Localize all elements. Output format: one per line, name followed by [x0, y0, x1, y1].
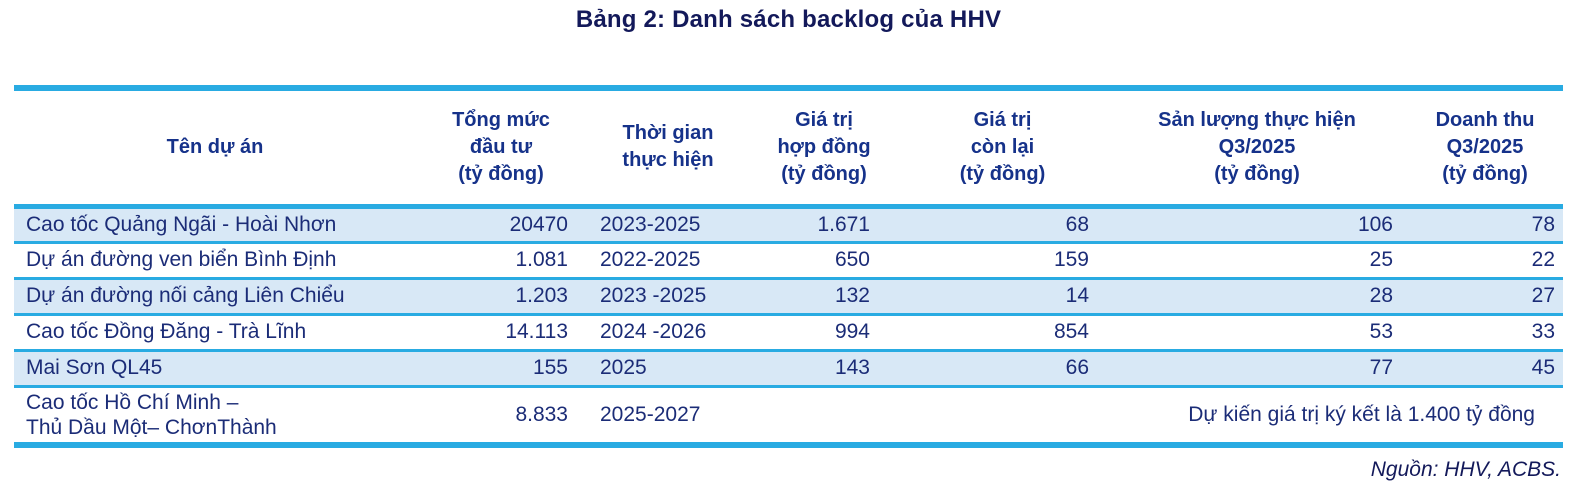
cell-project-name: Cao tốc Hồ Chí Minh – Thủ Dầu Một– ChơnT…: [26, 390, 277, 439]
cell-project-name: Cao tốc Quảng Ngãi - Hoài Nhơn: [14, 206, 416, 244]
column-header-remaining-value: Giá trị còn lại (tỷ đồng): [898, 88, 1107, 209]
table-row: Dự án đường ven biển Bình Định 1.081 202…: [14, 242, 1563, 280]
column-header-q3-revenue: Doanh thu Q3/2025 (tỷ đồng): [1407, 88, 1563, 209]
column-header-q3-output: Sản lượng thực hiện Q3/2025 (tỷ đồng): [1107, 88, 1407, 209]
cell-contract-value: 143: [750, 350, 898, 388]
cell-contract-value: 132: [750, 278, 898, 316]
cell-period: 2025: [586, 350, 750, 388]
table-row-last: Cao tốc Hồ Chí Minh – Thủ Dầu Một– ChơnT…: [14, 386, 1563, 445]
cell-contract-value: 1.671: [750, 206, 898, 244]
cell-investment: 14.113: [416, 314, 586, 352]
cell-expected-contract-note: Dự kiến giá trị ký kết là 1.400 tỷ đồng: [1188, 402, 1535, 426]
cell-remaining-value: 854: [898, 314, 1107, 352]
cell-investment: 20470: [416, 206, 586, 244]
cell-q3-output: 106: [1107, 206, 1407, 244]
cell-investment: 1.203: [416, 278, 586, 316]
table-row: Cao tốc Đồng Đăng - Trà Lĩnh 14.113 2024…: [14, 314, 1563, 352]
cell-q3-output: 25: [1107, 242, 1407, 280]
cell-q3-revenue: 22: [1407, 242, 1563, 280]
cell-q3-revenue: 27: [1407, 278, 1563, 316]
cell-remaining-value: 159: [898, 242, 1107, 280]
cell-period: 2023 -2025: [586, 278, 750, 316]
table-title: Bảng 2: Danh sách backlog của HHV: [575, 6, 1002, 33]
cell-investment: 8.833: [515, 402, 568, 426]
table-row: Cao tốc Quảng Ngãi - Hoài Nhơn 20470 202…: [14, 206, 1563, 244]
cell-period: 2022-2025: [586, 242, 750, 280]
cell-contract-value: 994: [750, 314, 898, 352]
column-header-project-name: Tên dự án: [14, 88, 416, 209]
column-header-contract-value: Giá trị hợp đồng (tỷ đồng): [750, 88, 898, 209]
cell-remaining-value: 68: [898, 206, 1107, 244]
cell-project-name: Dự án đường nối cảng Liên Chiểu: [14, 278, 416, 316]
cell-period: 2024 -2026: [586, 314, 750, 352]
cell-q3-revenue: 78: [1407, 206, 1563, 244]
cell-investment: 155: [416, 350, 586, 388]
cell-period: 2023-2025: [586, 206, 750, 244]
cell-q3-revenue: 33: [1407, 314, 1563, 352]
column-header-total-investment: Tổng mức đầu tư (tỷ đồng): [416, 88, 586, 209]
cell-q3-output: 53: [1107, 314, 1407, 352]
cell-remaining-value: 66: [898, 350, 1107, 388]
cell-q3-revenue: 45: [1407, 350, 1563, 388]
cell-contract-value: 650: [750, 242, 898, 280]
table-header-row: Tên dự án Tổng mức đầu tư (tỷ đồng) Thời…: [14, 88, 1563, 209]
table-row: Mai Sơn QL45 155 2025 143 66 77 45: [14, 350, 1563, 388]
cell-period: 2025-2027: [600, 402, 701, 426]
column-header-implementation-period: Thời gian thực hiện: [586, 88, 750, 209]
table-row: Dự án đường nối cảng Liên Chiểu 1.203 20…: [14, 278, 1563, 316]
cell-project-name: Mai Sơn QL45: [14, 350, 416, 388]
cell-q3-output: 28: [1107, 278, 1407, 316]
backlog-table: Tên dự án Tổng mức đầu tư (tỷ đồng) Thời…: [14, 85, 1563, 448]
cell-q3-output: 77: [1107, 350, 1407, 388]
cell-project-name: Cao tốc Đồng Đăng - Trà Lĩnh: [14, 314, 416, 352]
cell-investment: 1.081: [416, 242, 586, 280]
cell-remaining-value: 14: [898, 278, 1107, 316]
source-note: Nguồn: HHV, ACBS.: [1370, 458, 1561, 481]
cell-project-name: Dự án đường ven biển Bình Định: [14, 242, 416, 280]
